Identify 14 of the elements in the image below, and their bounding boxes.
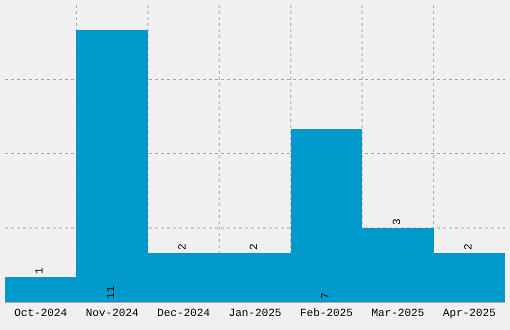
x-tick-label: Feb-2025 xyxy=(300,308,353,320)
data-label: 2 xyxy=(249,243,261,250)
x-tick-label: Dec-2024 xyxy=(157,308,210,320)
x-tick-label: Nov-2024 xyxy=(86,308,139,320)
data-label: 11 xyxy=(106,285,118,299)
x-tick-label: Oct-2024 xyxy=(14,308,68,320)
x-tick-label: Jan-2025 xyxy=(228,308,282,320)
x-tick-label: Mar-2025 xyxy=(371,308,424,320)
data-label: 2 xyxy=(464,243,476,250)
data-label: 7 xyxy=(320,292,332,299)
data-label: 2 xyxy=(178,243,190,250)
data-label: 1 xyxy=(34,267,46,274)
x-tick-label: Apr-2025 xyxy=(442,308,496,320)
data-label: 3 xyxy=(392,218,404,225)
